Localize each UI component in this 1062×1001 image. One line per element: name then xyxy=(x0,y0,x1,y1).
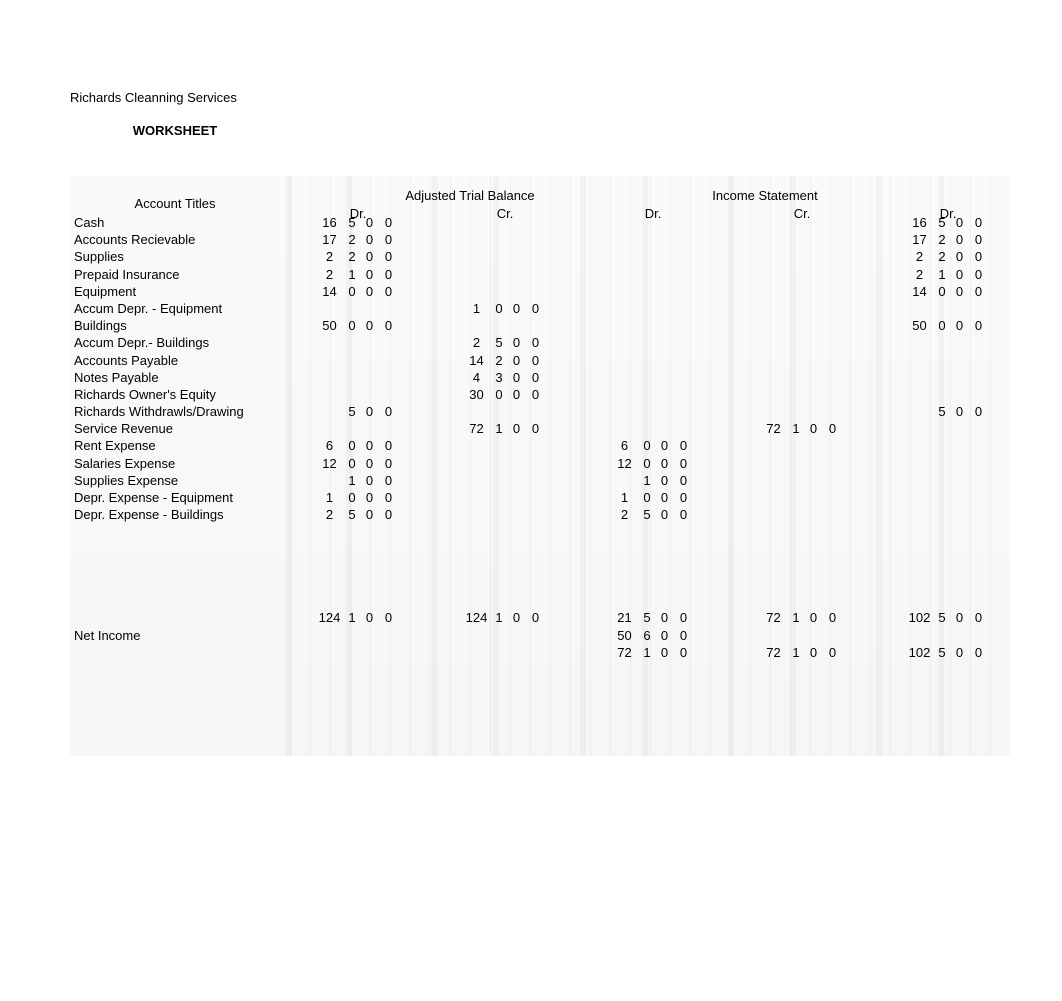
worksheet-row: Prepaid Insurance 2100 2100 xyxy=(70,266,1010,283)
account-title: Accounts Recievable xyxy=(74,231,284,248)
amount-cell: 1000 xyxy=(613,489,693,506)
account-title: Accum Depr.- Buildings xyxy=(74,334,284,351)
worksheet-sheet: Account Titles Adjusted Trial Balance In… xyxy=(70,176,1010,756)
amount-cell: 17200 xyxy=(908,231,988,248)
amount-cell: 6000 xyxy=(318,437,398,454)
section-header-income-statement: Income Statement xyxy=(655,188,875,203)
account-title: Rent Expense xyxy=(74,437,284,454)
amount-cell: 4300 xyxy=(465,369,545,386)
amount-cell: 72100 xyxy=(613,644,693,661)
amount-cell: 100 xyxy=(318,472,398,489)
worksheet-row xyxy=(70,730,1010,747)
worksheet-row xyxy=(70,541,1010,558)
worksheet-row xyxy=(70,523,1010,540)
worksheet-row: Depr. Expense - Equipment 1000 1000 xyxy=(70,489,1010,506)
worksheet-row xyxy=(70,592,1010,609)
amount-cell: 50000 xyxy=(318,317,398,334)
amount-cell: 14200 xyxy=(465,352,545,369)
worksheet-row: Net Income 50600 xyxy=(70,627,1010,644)
amount-cell: 102500 xyxy=(908,644,988,661)
amount-cell: 72100 xyxy=(465,420,545,437)
amount-cell: 124100 xyxy=(465,609,545,626)
amount-cell: 2100 xyxy=(318,266,398,283)
worksheet-row xyxy=(70,575,1010,592)
account-title: Notes Payable xyxy=(74,369,284,386)
account-title: Accum Depr. - Equipment xyxy=(74,300,284,317)
worksheet-row: Salaries Expense 12000 12000 xyxy=(70,455,1010,472)
amount-cell: 1000 xyxy=(465,300,545,317)
account-title: Net Income xyxy=(74,627,284,644)
account-title: Depr. Expense - Buildings xyxy=(74,506,284,523)
column-header-account-titles: Account Titles xyxy=(70,196,280,211)
worksheet-row: Buildings 50000 50000 xyxy=(70,317,1010,334)
amount-cell: 17200 xyxy=(318,231,398,248)
account-title: Depr. Expense - Equipment xyxy=(74,489,284,506)
worksheet-row xyxy=(70,712,1010,729)
amount-cell: 14000 xyxy=(908,283,988,300)
worksheet-row: Notes Payable 4300 xyxy=(70,369,1010,386)
account-title: Service Revenue xyxy=(74,420,284,437)
account-title: Equipment xyxy=(74,283,284,300)
account-title: Prepaid Insurance xyxy=(74,266,284,283)
account-title: Buildings xyxy=(74,317,284,334)
amount-cell: 2500 xyxy=(613,506,693,523)
worksheet-row: Richards Owner's Equity 30000 xyxy=(70,386,1010,403)
worksheet-row: Supplies 2200 2200 xyxy=(70,248,1010,265)
amount-cell: 2100 xyxy=(908,266,988,283)
worksheet-row xyxy=(70,661,1010,678)
worksheet-row: Accum Depr. - Equipment 1000 xyxy=(70,300,1010,317)
worksheet-row: 124100 124100 21500 72100 102500 xyxy=(70,609,1010,626)
worksheet-row: Accounts Payable 14200 xyxy=(70,352,1010,369)
amount-cell: 2200 xyxy=(908,248,988,265)
worksheet-row: Cash 16500 16500 xyxy=(70,214,1010,231)
amount-cell: 6000 xyxy=(613,437,693,454)
worksheet-title: WORKSHEET xyxy=(70,123,280,138)
amount-cell: 12000 xyxy=(613,455,693,472)
amount-cell: 16500 xyxy=(908,214,988,231)
amount-cell: 2500 xyxy=(318,506,398,523)
worksheet-row: Rent Expense 6000 6000 xyxy=(70,437,1010,454)
account-title: Supplies Expense xyxy=(74,472,284,489)
amount-cell: 100 xyxy=(613,472,693,489)
worksheet-row: Accounts Recievable 17200 17200 xyxy=(70,231,1010,248)
worksheet-row: Supplies Expense 100 100 xyxy=(70,472,1010,489)
amount-cell: 21500 xyxy=(613,609,693,626)
worksheet-row xyxy=(70,695,1010,712)
amount-cell: 102500 xyxy=(908,609,988,626)
account-title: Accounts Payable xyxy=(74,352,284,369)
worksheet-row xyxy=(70,678,1010,695)
worksheet-row: Equipment 14000 14000 xyxy=(70,283,1010,300)
amount-cell: 72100 xyxy=(762,609,842,626)
worksheet-row: Accum Depr.- Buildings 2500 xyxy=(70,334,1010,351)
section-header-adjusted-trial-balance: Adjusted Trial Balance xyxy=(360,188,580,203)
account-title: Salaries Expense xyxy=(74,455,284,472)
worksheet-row xyxy=(70,558,1010,575)
amount-cell: 12000 xyxy=(318,455,398,472)
amount-cell: 2200 xyxy=(318,248,398,265)
amount-cell: 2500 xyxy=(465,334,545,351)
amount-cell: 124100 xyxy=(318,609,398,626)
amount-cell: 50000 xyxy=(908,317,988,334)
amount-cell: 500 xyxy=(908,403,988,420)
amount-cell: 1000 xyxy=(318,489,398,506)
amount-cell: 30000 xyxy=(465,386,545,403)
amount-cell: 500 xyxy=(318,403,398,420)
worksheet-row: Service Revenue 72100 72100 xyxy=(70,420,1010,437)
account-title: Supplies xyxy=(74,248,284,265)
amount-cell: 14000 xyxy=(318,283,398,300)
worksheet-row: Richards Withdrawls/Drawing 500 500 xyxy=(70,403,1010,420)
amount-cell: 50600 xyxy=(613,627,693,644)
account-title: Richards Owner's Equity xyxy=(74,386,284,403)
amount-cell: 72100 xyxy=(762,644,842,661)
account-title: Cash xyxy=(74,214,284,231)
worksheet-row: Depr. Expense - Buildings 2500 2500 xyxy=(70,506,1010,523)
worksheet-row: 72100 72100 102500 xyxy=(70,644,1010,661)
amount-cell: 72100 xyxy=(762,420,842,437)
amount-cell: 16500 xyxy=(318,214,398,231)
company-name: Richards Cleanning Services xyxy=(70,90,1062,105)
account-title: Richards Withdrawls/Drawing xyxy=(74,403,284,420)
